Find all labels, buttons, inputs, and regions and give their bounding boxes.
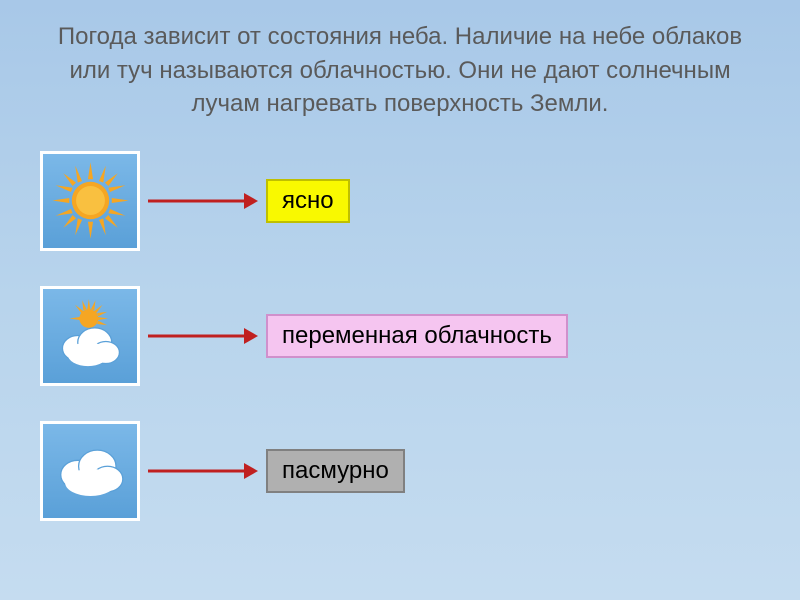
arrow-partly [148, 326, 258, 346]
label-partly-cloudy: переменная облачность [266, 314, 568, 358]
weather-diagram: ясно [0, 151, 800, 521]
partly-cloudy-tile [40, 286, 140, 386]
label-clear: ясно [266, 179, 350, 223]
sun-icon [48, 158, 133, 243]
arrow-clear [148, 191, 258, 211]
label-cloudy: пасмурно [266, 449, 405, 493]
cloud-icon [48, 428, 133, 513]
row-partly-cloudy: переменная облачность [40, 286, 800, 386]
arrow-cloudy [148, 461, 258, 481]
row-clear: ясно [40, 151, 800, 251]
header-text: Погода зависит от состояния неба. Наличи… [0, 0, 800, 131]
partly-cloudy-icon [48, 293, 133, 378]
row-cloudy: пасмурно [40, 421, 800, 521]
cloudy-tile [40, 421, 140, 521]
sun-tile [40, 151, 140, 251]
